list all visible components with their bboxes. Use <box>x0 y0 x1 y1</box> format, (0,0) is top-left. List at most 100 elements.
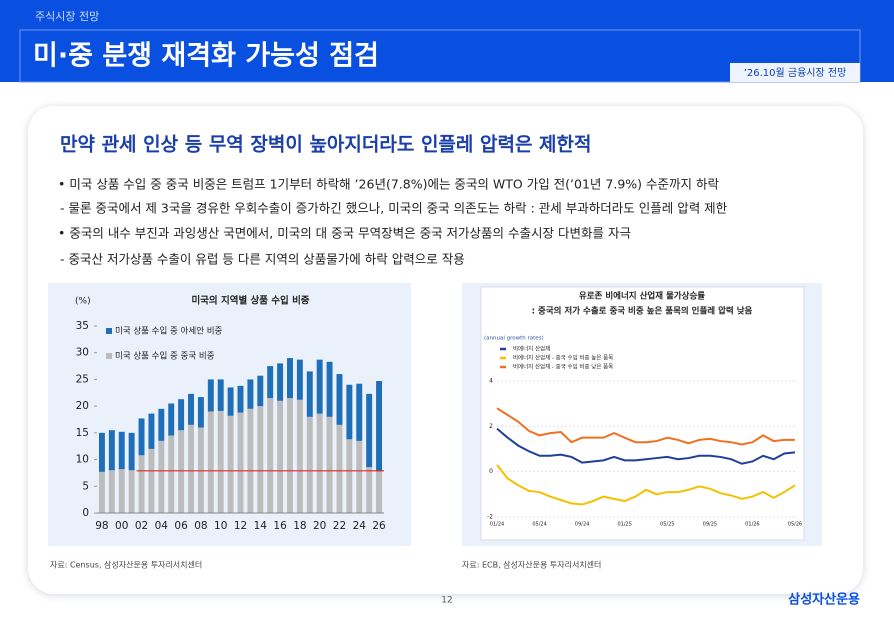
bar-segment <box>217 379 224 411</box>
bar-segment <box>267 398 274 513</box>
legend-swatch <box>106 328 112 334</box>
bar-segment <box>306 416 313 513</box>
x-tick-label: 02 <box>135 520 148 532</box>
bar-segment <box>356 383 363 441</box>
y-tick-label: 4 <box>489 378 493 385</box>
bar-segment <box>346 384 353 440</box>
y-tick-label: 25 <box>76 373 89 385</box>
tag-box <box>730 63 860 82</box>
section-label: 주식시장 전망 <box>35 10 99 23</box>
legend-label: 비에너지 산업재 - 중국 수입 비중 높은 품목 <box>513 354 613 362</box>
bar-segment <box>178 430 185 513</box>
line-series <box>496 427 796 465</box>
y-tick-label: -2 <box>487 514 493 521</box>
bar-segment <box>326 361 333 417</box>
source: 자료: Census, 삼성자산운용 투자리서치센터 <box>50 560 202 570</box>
bar-segment <box>227 415 234 513</box>
x-tick-label: 24 <box>353 520 367 532</box>
headline: 만약 관세 인상 등 무역 장벽이 높아지더라도 인플레 압력은 제한적 <box>60 134 592 156</box>
axis-label: (%) <box>75 297 91 307</box>
bullet: - 중국산 저가상품 수출이 유럽 등 다른 지역의 상품물가에 하락 압력으로… <box>60 252 465 267</box>
bar-segment <box>128 432 135 471</box>
bar-segment <box>227 387 234 416</box>
x-tick-label: 16 <box>273 520 287 532</box>
x-tick-label: 06 <box>174 520 188 532</box>
bar-segment <box>158 440 165 513</box>
chart-title: 유로존 비에너지 산업재 물가상승률 <box>579 291 705 302</box>
bar-segment <box>336 374 343 425</box>
bar-segment <box>277 363 284 401</box>
bar-segment <box>138 418 145 456</box>
bar-segment <box>366 393 373 468</box>
legend-label: 미국 상품 수입 중 중국 비중 <box>115 351 215 362</box>
bar-segment <box>257 406 264 513</box>
page-title: 미·중 분쟁 재격화 가능성 점검 <box>33 41 379 72</box>
bar-segment <box>148 448 155 513</box>
x-tick-label: 12 <box>234 520 247 532</box>
bar-segment <box>287 358 293 399</box>
legend-swatch <box>106 353 112 359</box>
x-tick-label: 14 <box>254 520 268 532</box>
bar-segment <box>376 471 383 513</box>
bar-segment <box>237 385 244 413</box>
bullet: - 물론 중국에서 제 3국을 경유한 우회수출이 증가하긴 했으나, 미국의 … <box>60 201 728 216</box>
x-tick-label: 10 <box>214 520 227 532</box>
bar-segment <box>277 400 284 513</box>
bar-segment <box>267 366 274 399</box>
bar-segment <box>188 393 194 425</box>
legend-label: 비에너지 산업재 - 중국 수입 비중 낮은 품목 <box>513 363 613 371</box>
bar-segment <box>316 413 323 513</box>
tag: ’26.10월 금융시장 전망 <box>744 67 847 79</box>
bar-segment <box>138 455 145 513</box>
x-tick-label: 00 <box>115 520 128 532</box>
x-tick-label: 01/24 <box>490 522 504 528</box>
x-tick-label: 22 <box>333 520 346 532</box>
y-tick-label: 15 <box>76 427 89 439</box>
bar-segment <box>118 431 125 470</box>
y-tick-label: 30 <box>76 347 89 359</box>
source: 자료: ECB, 삼성자산운용 투자리서치센터 <box>462 560 601 570</box>
x-tick-label: 01/26 <box>745 522 759 528</box>
bar-segment <box>326 416 333 513</box>
bar-segment <box>217 410 224 513</box>
x-tick-label: 05/25 <box>660 522 674 528</box>
bar-segment <box>316 359 323 414</box>
bar-segment <box>168 435 175 513</box>
y-tick-label: 2 <box>489 423 493 430</box>
y-tick-label: 10 <box>76 454 89 466</box>
legend-label: 미국 상품 수입 중 아세안 비중 <box>115 326 223 337</box>
bar-segment <box>178 399 185 431</box>
bar-segment <box>287 398 293 513</box>
bar-segment <box>108 470 115 513</box>
bar-segment <box>148 413 155 449</box>
bar-segment <box>188 424 194 513</box>
page-number: 12 <box>441 596 452 606</box>
x-tick-label: 98 <box>95 520 108 532</box>
bar-segment <box>296 399 303 513</box>
bar-segment <box>237 412 244 513</box>
bar-segment <box>207 411 214 513</box>
bar-segment <box>118 469 125 513</box>
y-tick-label: 5 <box>82 480 89 492</box>
header-frame <box>19 29 861 83</box>
chart-title: 미국의 지역별 상품 수입 비중 <box>191 295 309 307</box>
x-tick-label: 04 <box>155 520 169 532</box>
logo: 삼성자산운용 <box>788 592 860 608</box>
y-tick-label: 0 <box>489 468 493 475</box>
line-series <box>496 407 795 446</box>
bar-segment <box>128 470 135 513</box>
bar-segment <box>197 397 204 428</box>
bar-segment <box>376 381 383 472</box>
x-tick-label: 05/24 <box>532 522 546 528</box>
x-tick-label: 09/25 <box>703 522 717 528</box>
bar-segment <box>158 408 165 441</box>
x-tick-label: 26 <box>372 520 386 532</box>
x-tick-label: 08 <box>194 520 207 532</box>
bullet: • 미국 상품 수입 중 중국 비중은 트럼프 1기부터 하락해 ’26년(7.… <box>58 177 719 192</box>
bar-segment <box>247 379 254 409</box>
chart-subtitle: : 중국의 저가 수출로 중국 비중 높은 품목의 인플레 압력 낮음 <box>532 306 753 317</box>
bar-segment <box>306 371 313 417</box>
line-series <box>496 464 796 506</box>
bar-segment <box>108 430 115 471</box>
